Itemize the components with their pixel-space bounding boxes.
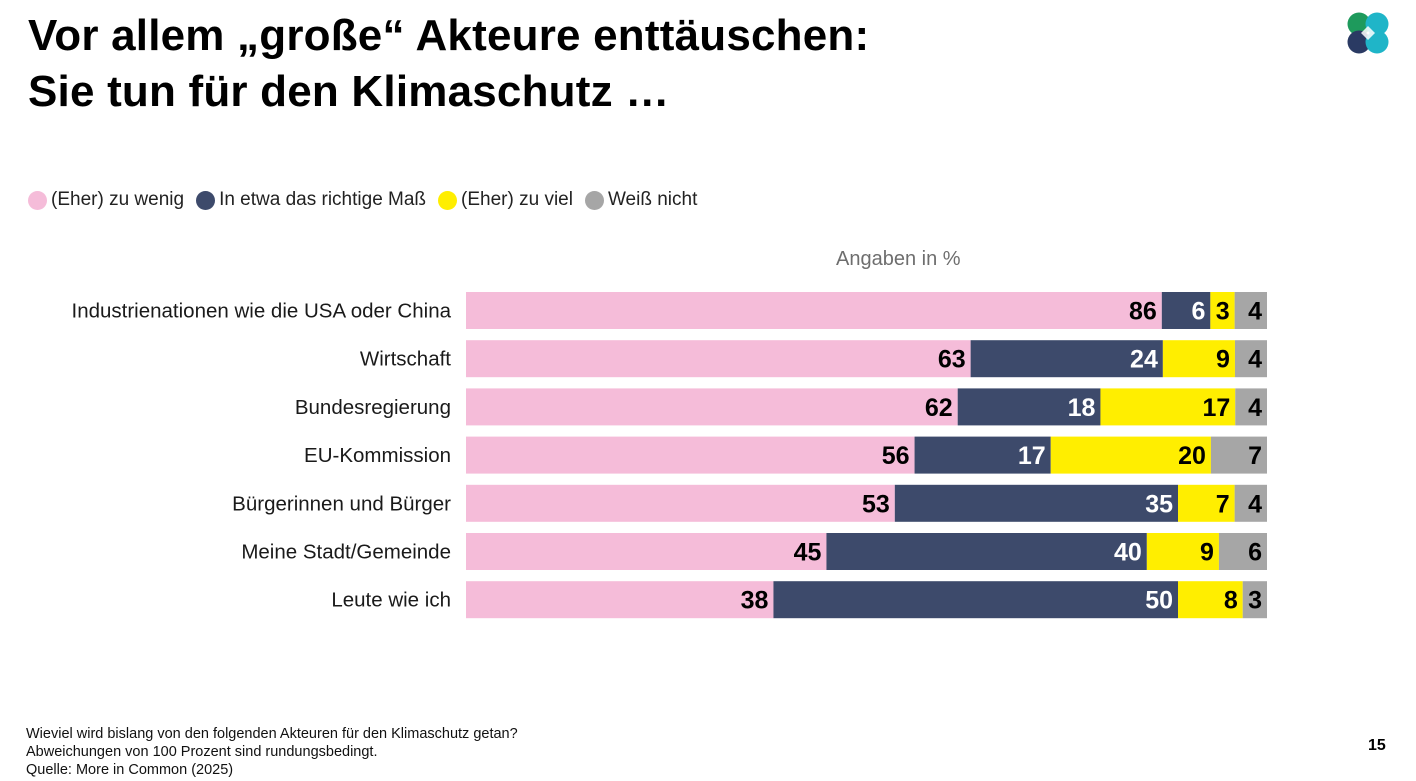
legend-item-richtige-mass: In etwa das richtige Maß: [196, 189, 426, 211]
data-label-weiss-nicht-bundesregierung: 4: [1248, 394, 1262, 422]
bar-segment-weiss-nicht-leute-wie-ich: [1242, 581, 1267, 619]
bar-segment-weiss-nicht-wirtschaft: [1234, 340, 1267, 378]
category-label-meine-stadt-gemeinde: Meine Stadt/Gemeinde: [241, 541, 451, 564]
bar-segment-weiss-nicht-industrienationen-wie-die-usa-oder-china: [1234, 292, 1267, 329]
category-label-burgerinnen-und-burger: Bürgerinnen und Bürger: [232, 492, 451, 515]
bar-segment-in-etwa-das-richtige-mass-meine-stadt-gemeinde: [826, 533, 1147, 570]
bar-segment-in-etwa-das-richtige-mass-eu-kommission: [914, 436, 1051, 474]
legend-label: Weiß nicht: [607, 189, 698, 210]
data-label-eher-zu-viel-leute-wie-ich: 8: [1224, 587, 1238, 615]
bar-segment-eher-zu-viel-wirtschaft: [1162, 340, 1235, 378]
data-label-eher-zu-wenig-meine-stadt-gemeinde: 45: [794, 539, 822, 567]
bar-segment-eher-zu-wenig-eu-kommission: [466, 436, 915, 474]
category-label-wirtschaft: Wirtschaft: [360, 348, 451, 371]
logo-overlap-center: [1361, 26, 1375, 40]
data-label-in-etwa-das-richtige-mass-bundesregierung: 18: [1068, 394, 1096, 422]
data-label-weiss-nicht-wirtschaft: 4: [1248, 346, 1262, 374]
bar-segment-weiss-nicht-burgerinnen-und-burger: [1234, 484, 1267, 522]
bar-segment-weiss-nicht-bundesregierung: [1235, 388, 1267, 426]
footnote-rounding-note: Abweichungen von 100 Prozent sind rundun…: [26, 744, 378, 760]
data-label-weiss-nicht-burgerinnen-und-burger: 4: [1248, 490, 1262, 518]
bar-segment-eher-zu-viel-eu-kommission: [1050, 436, 1211, 474]
legend-label: In etwa das richtige Maß: [219, 189, 427, 210]
bar-segment-eher-zu-wenig-burgerinnen-und-burger: [466, 484, 895, 522]
bar-segment-eher-zu-wenig-industrienationen-wie-die-usa-oder-china: [466, 292, 1162, 329]
bar-segment-eher-zu-viel-leute-wie-ich: [1178, 581, 1243, 619]
bar-segment-weiss-nicht-eu-kommission: [1210, 436, 1267, 474]
bar-segment-in-etwa-das-richtige-mass-leute-wie-ich: [773, 581, 1178, 619]
bar-segment-in-etwa-das-richtige-mass-bundesregierung: [957, 388, 1101, 426]
bar-segment-in-etwa-das-richtige-mass-burgerinnen-und-burger: [894, 484, 1178, 522]
category-label-leute-wie-ich: Leute wie ich: [331, 589, 451, 612]
category-label-industrienationen-wie-die-usa-oder-china: Industrienationen wie die USA oder China: [72, 300, 452, 323]
data-label-in-etwa-das-richtige-mass-wirtschaft: 24: [1130, 346, 1158, 374]
category-label-bundesregierung: Bundesregierung: [295, 396, 451, 419]
data-label-eher-zu-viel-wirtschaft: 9: [1216, 346, 1230, 374]
data-label-eher-zu-viel-burgerinnen-und-burger: 7: [1216, 490, 1230, 518]
data-label-eher-zu-viel-eu-kommission: 20: [1178, 442, 1206, 470]
page-title: Vor allem „große“ Akteure enttäuschen: S…: [28, 8, 869, 120]
data-label-eher-zu-wenig-bundesregierung: 62: [925, 394, 953, 422]
bar-segment-eher-zu-wenig-wirtschaft: [466, 340, 971, 378]
bar-segment-eher-zu-wenig-leute-wie-ich: [466, 581, 774, 619]
data-label-in-etwa-das-richtige-mass-leute-wie-ich: 50: [1145, 587, 1173, 615]
data-label-weiss-nicht-meine-stadt-gemeinde: 6: [1248, 539, 1262, 567]
footnote: Wieviel wird bislang von den folgenden A…: [26, 725, 518, 779]
data-label-eher-zu-wenig-burgerinnen-und-burger: 53: [862, 490, 890, 518]
title-line-1: Vor allem „große“ Akteure enttäuschen:: [28, 11, 870, 60]
bar-segment-eher-zu-viel-meine-stadt-gemeinde: [1146, 533, 1219, 570]
bar-segment-eher-zu-viel-bundesregierung: [1100, 388, 1236, 426]
bar-segment-eher-zu-viel-industrienationen-wie-die-usa-oder-china: [1210, 292, 1235, 329]
data-label-eher-zu-wenig-industrienationen-wie-die-usa-oder-china: 86: [1129, 298, 1157, 326]
more-in-common-logo-icon: [1347, 12, 1389, 54]
category-label-eu-kommission: EU-Kommission: [304, 444, 451, 467]
data-label-eher-zu-viel-meine-stadt-gemeinde: 9: [1200, 539, 1214, 567]
footnote-question: Wieviel wird bislang von den folgenden A…: [26, 726, 518, 742]
data-label-eher-zu-wenig-wirtschaft: 63: [938, 346, 966, 374]
legend-item-weiss-nicht: Weiß nicht: [584, 189, 698, 211]
data-label-weiss-nicht-eu-kommission: 7: [1248, 442, 1262, 470]
bar-segment-in-etwa-das-richtige-mass-wirtschaft: [970, 340, 1163, 378]
bar-segment-eher-zu-wenig-bundesregierung: [466, 388, 958, 426]
bar-segment-eher-zu-viel-burgerinnen-und-burger: [1178, 484, 1235, 522]
data-label-weiss-nicht-leute-wie-ich: 3: [1248, 587, 1262, 615]
data-label-eher-zu-wenig-eu-kommission: 56: [882, 442, 910, 470]
title-line-2: Sie tun für den Klimaschutz …: [28, 67, 670, 116]
footnote-source: Quelle: More in Common (2025): [26, 762, 234, 778]
unit-label: Angaben in %: [836, 248, 961, 270]
data-label-in-etwa-das-richtige-mass-burgerinnen-und-burger: 35: [1145, 490, 1173, 518]
bar-segment-in-etwa-das-richtige-mass-industrienationen-wie-die-usa-oder-china: [1161, 292, 1211, 329]
data-label-in-etwa-das-richtige-mass-eu-kommission: 17: [1018, 442, 1046, 470]
page-number: 15: [1368, 737, 1386, 754]
data-label-eher-zu-viel-bundesregierung: 17: [1202, 394, 1230, 422]
data-label-weiss-nicht-industrienationen-wie-die-usa-oder-china: 4: [1248, 298, 1262, 326]
legend-swatch: [196, 190, 216, 210]
legend-swatch: [584, 190, 604, 210]
legend-swatch: [438, 190, 458, 210]
legend-swatch: [28, 190, 47, 210]
data-label-eher-zu-wenig-leute-wie-ich: 38: [741, 587, 769, 615]
legend-label: (Eher) zu wenig: [51, 189, 185, 210]
bar-segment-weiss-nicht-meine-stadt-gemeinde: [1218, 533, 1267, 570]
legend-item-eher-zu-viel: (Eher) zu viel: [438, 189, 573, 211]
data-label-eher-zu-viel-industrienationen-wie-die-usa-oder-china: 3: [1216, 298, 1230, 326]
data-label-in-etwa-das-richtige-mass-industrienationen-wie-die-usa-oder-china: 6: [1191, 298, 1205, 326]
legend-label: (Eher) zu viel: [461, 189, 573, 210]
bar-segment-eher-zu-wenig-meine-stadt-gemeinde: [466, 533, 827, 570]
data-label-in-etwa-das-richtige-mass-meine-stadt-gemeinde: 40: [1114, 539, 1142, 567]
chart-legend: (Eher) zu wenig In etwa das richtige Maß…: [28, 189, 709, 211]
legend-item-eher-zu-wenig: (Eher) zu wenig: [28, 189, 184, 211]
